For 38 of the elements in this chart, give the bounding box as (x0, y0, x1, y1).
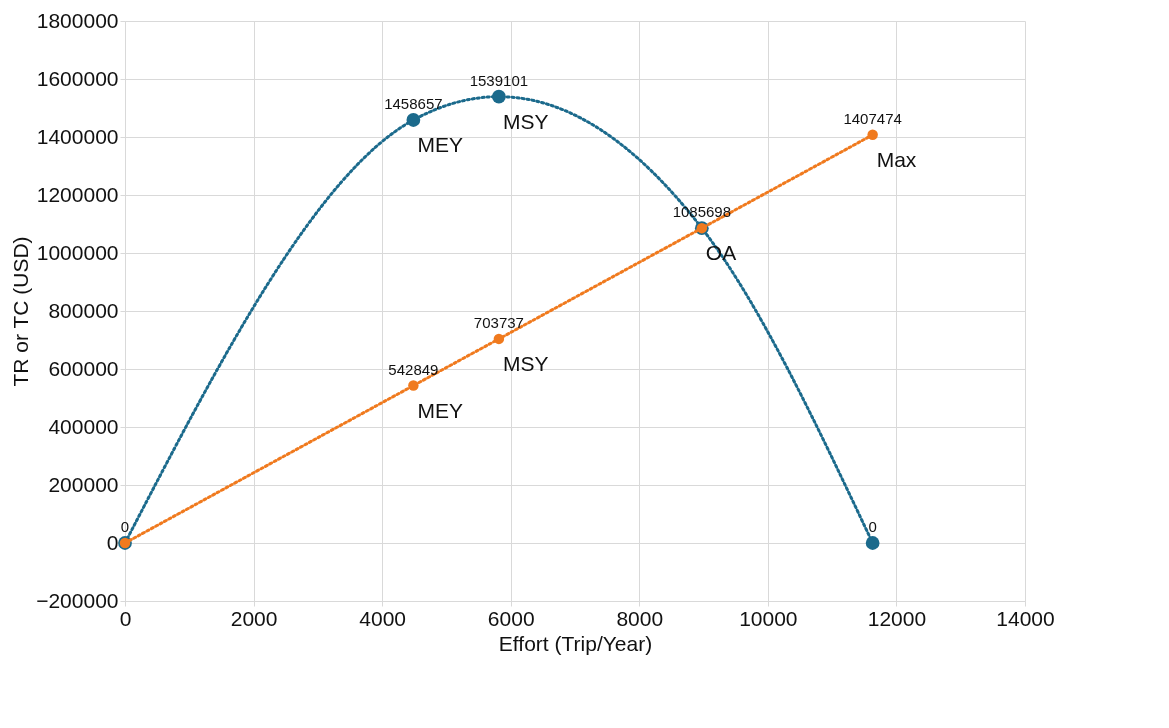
annotation: MSY (502, 351, 549, 375)
y-tick-label: 1600000 (36, 66, 119, 90)
annotation: MEY (417, 398, 463, 422)
data-label: 1407474 (843, 109, 902, 127)
x-axis-title: Effort (Trip/Year) (498, 631, 653, 655)
data-label: 1458657 (384, 94, 443, 112)
y-tick-label: −200000 (36, 588, 119, 612)
x-tick-label: 4000 (359, 606, 406, 630)
y-tick-label: 1200000 (36, 182, 119, 206)
y-tick-label: 600000 (48, 356, 119, 380)
y-tick-label: 200000 (48, 472, 119, 496)
point (493, 333, 505, 345)
y-tick-label: 1800000 (36, 8, 119, 32)
data-label: 1539101 (469, 71, 529, 89)
annotation: MSY (502, 109, 549, 133)
data-label: 0 (868, 518, 877, 535)
data-label: 0 (120, 518, 130, 535)
x-tick-label: 14000 (996, 606, 1055, 630)
point (406, 113, 421, 127)
x-tick-label: 2000 (230, 606, 278, 630)
y-tick-label: 1400000 (36, 124, 119, 148)
x-tick-label: 6000 (487, 606, 535, 630)
y-tick-label: 1000000 (36, 240, 119, 264)
annotation: Max (876, 147, 917, 171)
x-tick-label: 8000 (616, 606, 664, 630)
y-tick-label: 800000 (48, 298, 119, 322)
point (865, 536, 880, 550)
y-tick-label: 0 (106, 530, 119, 554)
point (408, 380, 419, 391)
data-label: 703737 (473, 313, 524, 331)
point (867, 129, 878, 141)
y-axis-title: TR or TC (USD) (9, 236, 33, 387)
point (491, 89, 506, 104)
x-tick-label: 10000 (739, 606, 798, 630)
data-label: 542849 (388, 360, 439, 378)
annotation: MEY (417, 132, 463, 156)
x-tick-label: 12000 (867, 606, 927, 630)
y-tick-label: 400000 (48, 414, 119, 438)
